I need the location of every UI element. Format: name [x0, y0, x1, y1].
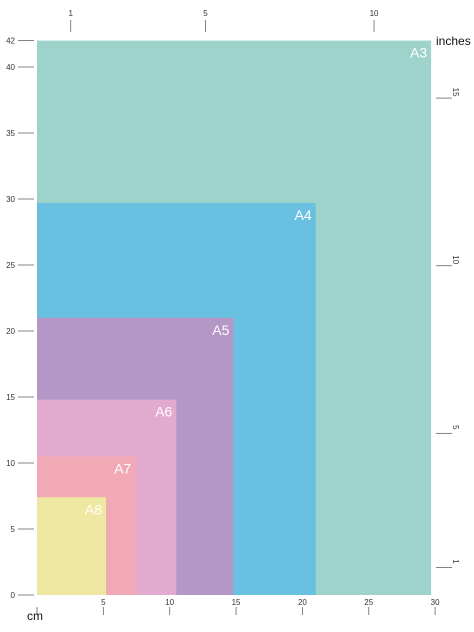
cm-y-tick-label: 30 — [6, 195, 15, 204]
cm-x-tick-label: 20 — [298, 598, 307, 607]
inch-top-tick-label: 10 — [370, 9, 379, 18]
sheet-label-a5: A5 — [212, 322, 229, 338]
sheet-a8 — [37, 497, 107, 595]
inch-right-tick-label: 5 — [451, 425, 460, 430]
inch-top-tick-label: 5 — [203, 9, 208, 18]
cm-x-tick-label: 30 — [431, 598, 440, 607]
sheet-label-a6: A6 — [155, 404, 172, 420]
cm-y-tick-label: 42 — [6, 37, 15, 46]
cm-y-tick-label: 10 — [6, 459, 15, 468]
cm-y-tick-label: 35 — [6, 129, 15, 138]
inch-right-tick-label: 10 — [451, 255, 460, 264]
sheets-layer: A3 A4 A5 A6 A7 A8 — [37, 40, 432, 596]
cm-y-tick-label: 5 — [11, 525, 16, 534]
cm-x-tick-label: 25 — [364, 598, 373, 607]
cm-unit-label: cm — [27, 609, 43, 623]
cm-y-tick-label: 20 — [6, 327, 15, 336]
inch-right-tick-label: 15 — [451, 88, 460, 97]
sheet-label-a3: A3 — [410, 45, 427, 61]
cm-y-tick-label: 15 — [6, 393, 15, 402]
inch-right-tick-label: 1 — [451, 559, 460, 564]
cm-x-tick-label: 5 — [101, 598, 106, 607]
cm-y-tick-label: 25 — [6, 261, 15, 270]
cm-y-tick-label: 0 — [11, 591, 16, 600]
sheet-label-a8: A8 — [85, 501, 102, 517]
cm-x-tick-label: 10 — [165, 598, 174, 607]
inch-top-tick-label: 1 — [68, 9, 73, 18]
cm-y-tick-label: 40 — [6, 63, 15, 72]
inches-unit-label: inches — [436, 34, 471, 48]
cm-x-tick-label: 15 — [232, 598, 241, 607]
sheet-label-a4: A4 — [295, 207, 312, 223]
sheet-label-a7: A7 — [114, 460, 131, 476]
